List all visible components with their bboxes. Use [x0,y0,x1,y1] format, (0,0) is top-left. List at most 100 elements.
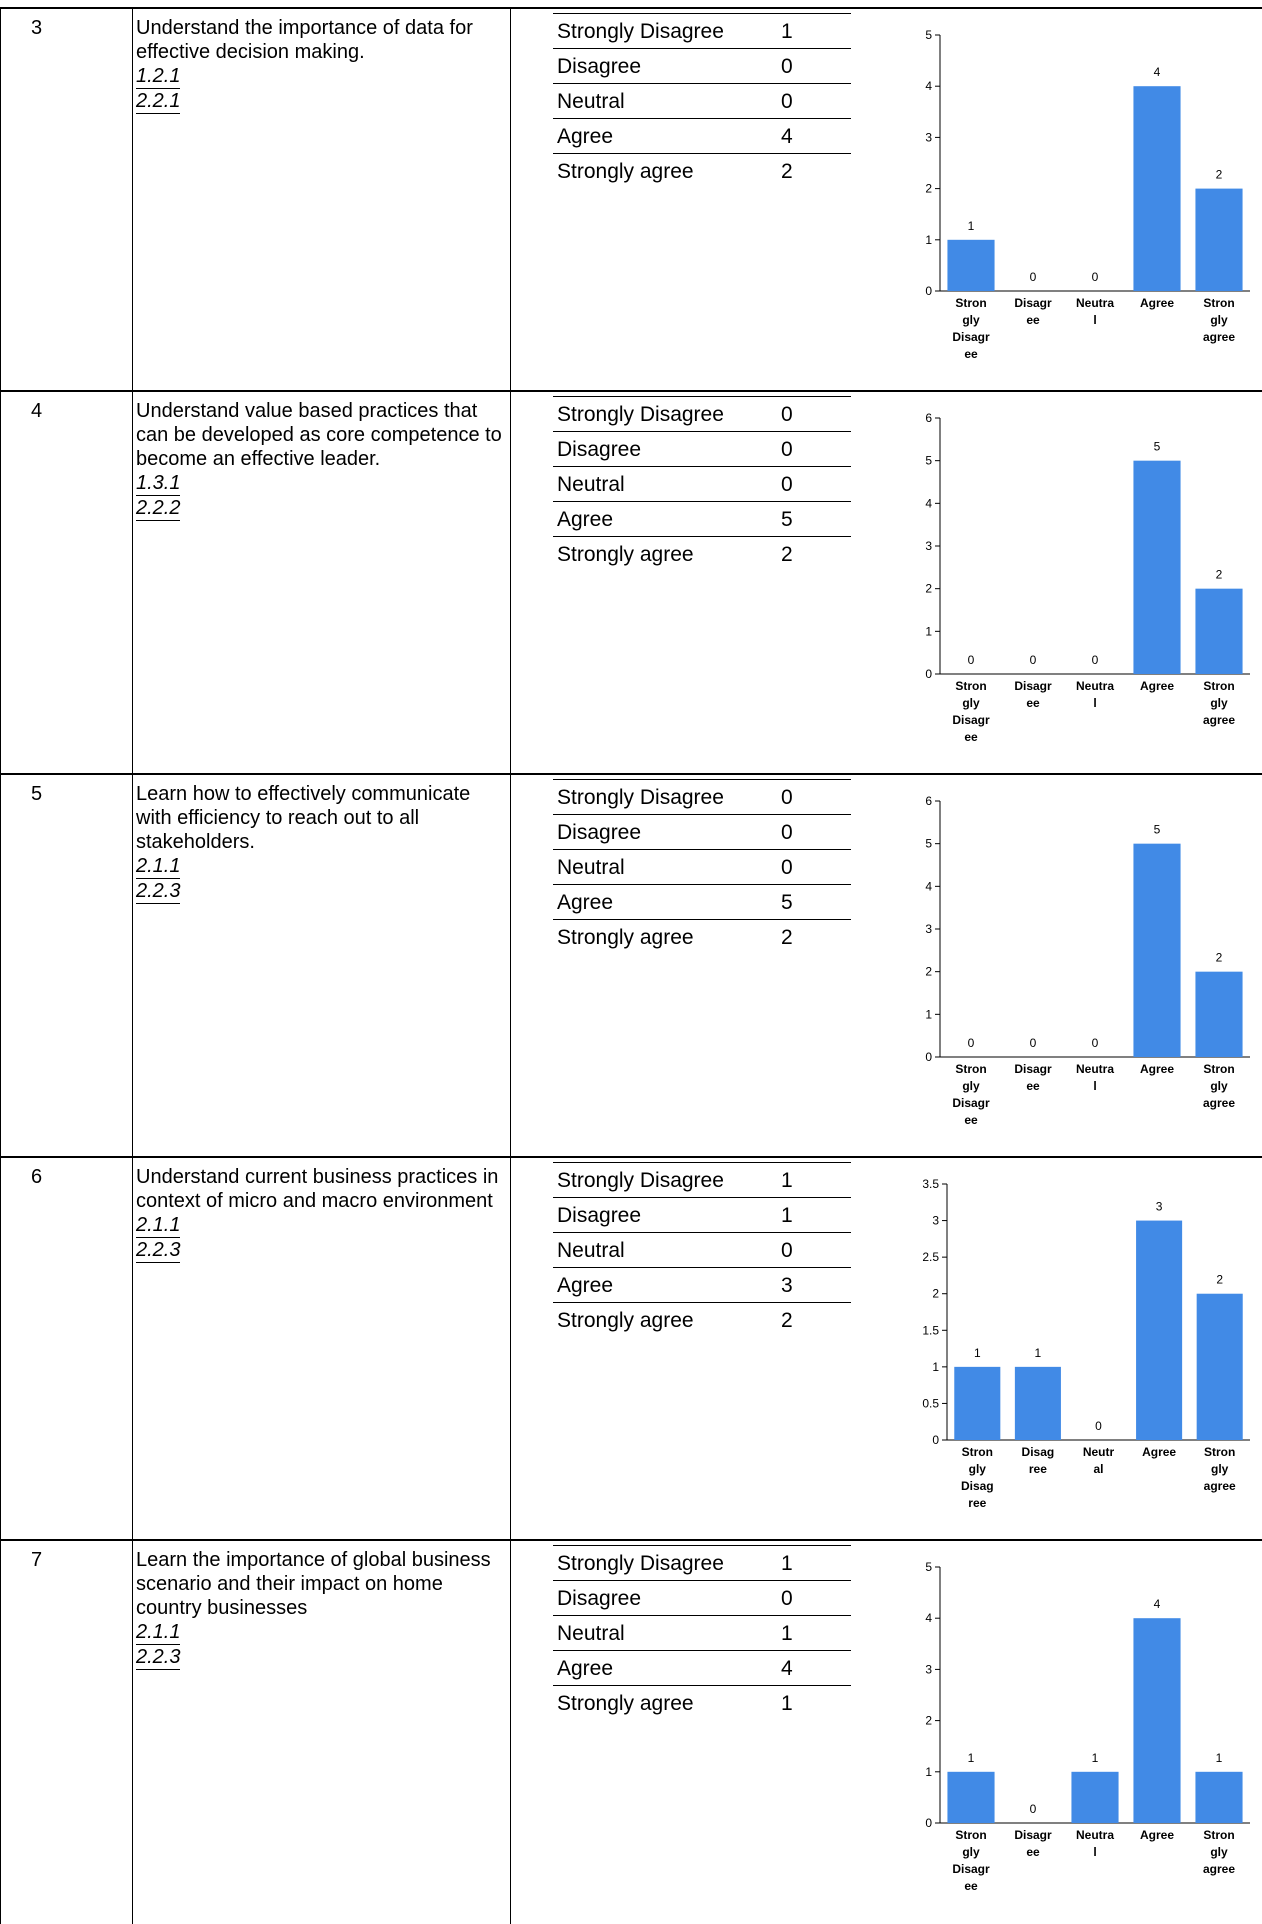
objective-cell: Understand current business practices in… [136,1165,506,1263]
response-row: Agree 5 [553,502,851,537]
y-tick-label: 2 [925,582,932,596]
table-row: 4 Understand value based practices that c… [0,390,1262,773]
column-divider [0,392,1,773]
response-label: Disagree [557,438,642,461]
response-row: Disagree 0 [553,1581,851,1616]
response-row: Agree 3 [553,1268,851,1303]
data-label: 2 [1216,1273,1223,1287]
response-table: Strongly Disagree 1 Disagree 0 Neutral 1 Agree… [553,1541,851,1720]
y-tick-label: 5 [925,28,932,42]
y-tick-label: 6 [925,794,932,808]
data-label: 2 [1216,951,1223,965]
bar [1195,188,1243,291]
response-label: Strongly agree [557,1309,694,1332]
data-label: 1 [968,1751,975,1765]
column-divider [0,9,1,390]
response-count: 2 [781,1309,793,1332]
column-divider [510,392,511,773]
table-row: 5 Learn how to effectively communicate wi… [0,773,1262,1156]
category-label-line: Disagr [1014,1062,1052,1076]
column-divider [132,1158,133,1539]
category-label: Disagr ee [1014,296,1052,327]
response-row: Agree 4 [553,119,851,154]
category-label-line: Disagr [952,1096,990,1110]
response-count: 1 [781,1169,793,1192]
objective-text: Understand value based practices that ca… [136,400,502,470]
response-row: Strongly agree 1 [553,1686,851,1720]
category-label-line: Disagr [952,330,990,344]
response-count: 0 [781,403,793,426]
column-divider [510,1158,511,1539]
response-row: Neutral 0 [553,1233,851,1268]
response-row: Strongly agree 2 [553,1303,851,1337]
y-tick-label: 3.5 [922,1177,939,1191]
y-tick-label: 4 [925,496,932,510]
survey-table: 3 Understand the importance of data for e… [0,7,1262,1924]
category-label-line: Agree [1140,1062,1174,1076]
response-label: Strongly agree [557,543,694,566]
response-row: Disagree 0 [553,432,851,467]
response-count: 2 [781,926,793,949]
column-divider [132,9,133,390]
y-tick-label: 0 [932,1433,939,1447]
data-label: 5 [1154,440,1161,454]
y-tick-label: 1 [932,1360,939,1374]
data-label: 1 [1035,1346,1042,1360]
response-count: 0 [781,821,793,844]
bar [1195,971,1243,1057]
response-count: 4 [781,1657,793,1680]
category-label-line: gly [969,1462,987,1476]
response-label: Neutral [557,473,625,496]
response-table-top-rule [553,1158,851,1163]
y-tick-label: 3 [932,1214,939,1228]
outcome-code: 2.1.1 [136,855,181,879]
category-label-line: Agree [1140,296,1174,310]
category-label-line: Agree [1140,679,1174,693]
objective-cell: Understand the importance of data for ef… [136,16,506,114]
category-label-line: agree [1203,1096,1235,1110]
data-label: 1 [1092,1751,1099,1765]
response-table: Strongly Disagree 0 Disagree 0 Neutral 0 Agree… [553,392,851,571]
table-row: 6 Understand current business practices i… [0,1156,1262,1539]
category-label: Stron gly agree [1204,1445,1236,1493]
category-label: Stron gly agree [1203,1062,1235,1110]
category-label-line: agree [1203,713,1235,727]
category-label: Stron gly Disagr ee [952,296,990,361]
response-label: Disagree [557,55,642,78]
bar [1196,1293,1243,1440]
response-count: 0 [781,55,793,78]
response-count: 4 [781,125,793,148]
response-count: 5 [781,891,793,914]
category-label-line: gly [1210,696,1228,710]
category-label-line: gly [1210,313,1228,327]
response-row: Strongly Disagree 1 [553,1163,851,1198]
column-divider [132,775,133,1156]
category-label: Neutra l [1076,296,1114,327]
category-label-line: Stron [955,1062,986,1076]
category-label: Disagr ee [1014,679,1052,710]
bar [1195,588,1243,674]
row-number: 5 [31,783,43,805]
response-row: Disagree 0 [553,815,851,850]
category-label: Neutra l [1076,679,1114,710]
category-label-line: Agree [1142,1445,1176,1459]
data-label: 0 [968,1036,975,1050]
response-row: Neutral 0 [553,467,851,502]
data-label: 1 [1216,1751,1223,1765]
category-label: Stron gly Disagr ee [952,1828,990,1893]
outcome-code-line: 2.1.1 [136,854,506,879]
bar-chart: 0 1 2 3 4 5 1 Stron gly Disagr ee 0 Disagr ee 1 Neutra l… [925,1560,1250,1893]
data-label: 4 [1154,65,1161,79]
category-label-line: agree [1203,1862,1235,1876]
data-label: 0 [1092,653,1099,667]
category-label-line: Disagr [952,1862,990,1876]
response-label: Neutral [557,856,625,879]
row-number: 3 [31,17,43,39]
y-tick-label: 2.5 [922,1250,939,1264]
bar [1136,1220,1183,1440]
category-label: Stron gly Disagr ee [952,679,990,744]
bar-chart: 0 1 2 3 4 5 6 0 Stron gly Disagr ee 0 Disagr ee 0 Neutra… [925,411,1250,744]
outcome-code: 1.3.1 [136,472,181,496]
category-label-line: al [1093,1462,1103,1476]
outcome-code: 2.2.1 [136,90,181,114]
